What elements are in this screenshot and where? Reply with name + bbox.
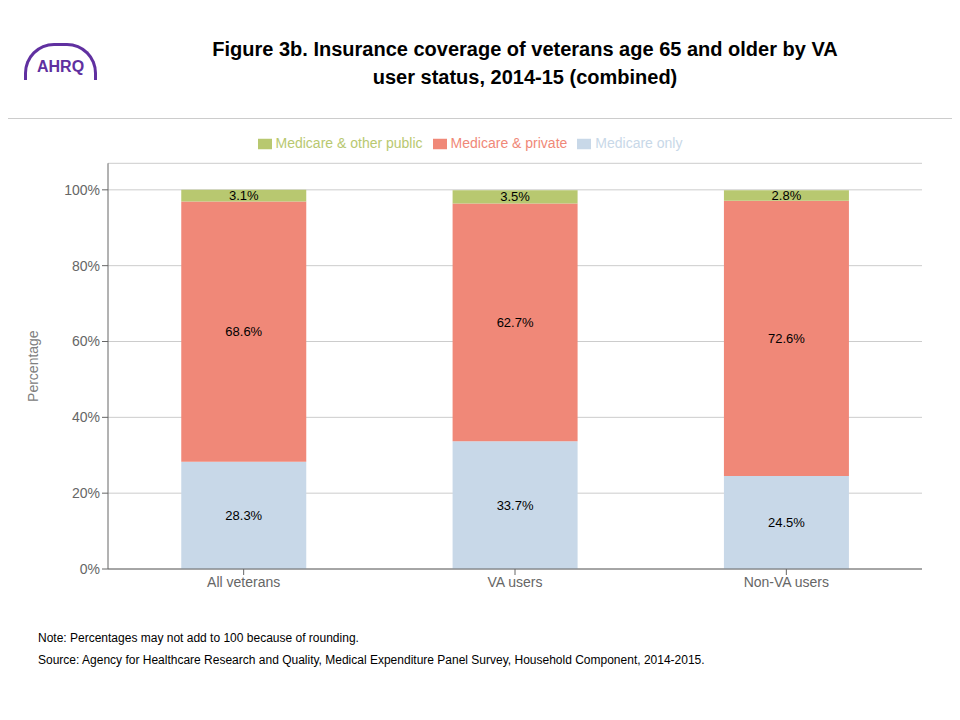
html-text:Medicare & private: Medicare & private	[450, 135, 568, 151]
svg-text:3.5%: 3.5%	[500, 189, 530, 204]
svg-text:68.6%: 68.6%	[225, 324, 262, 339]
svg-text:VA users: VA users	[488, 574, 543, 590]
svg-text:62.7%: 62.7%	[497, 315, 534, 330]
svg-text:20%: 20%	[72, 485, 100, 501]
html-text:Figure 3b. Insurance coverage: Figure 3b. Insurance coverage of veteran…	[212, 38, 838, 60]
svg-text:80%: 80%	[72, 258, 100, 274]
html-text:AHRQ: AHRQ	[37, 58, 85, 75]
html-text:Medicare only: Medicare only	[595, 135, 683, 151]
html-text:Source: Agency for Healthcare: Source: Agency for Healthcare Research a…	[38, 653, 705, 667]
svg-text:33.7%: 33.7%	[497, 498, 534, 513]
svg-text:All veterans: All veterans	[207, 574, 280, 590]
svg-text:0%: 0%	[80, 561, 100, 577]
svg-text:28.3%: 28.3%	[225, 508, 262, 523]
svg-text:3.1%: 3.1%	[229, 188, 259, 203]
svg-text:40%: 40%	[72, 409, 100, 425]
html-text:Medicare & other public: Medicare & other public	[275, 135, 423, 151]
svg-text:2.8%: 2.8%	[772, 188, 802, 203]
html-text:Note: Percentages may not add: Note: Percentages may not add to 100 bec…	[38, 631, 359, 645]
svg-text:24.5%: 24.5%	[768, 515, 805, 530]
svg-text:72.6%: 72.6%	[768, 331, 805, 346]
svg-text:Non-VA users: Non-VA users	[744, 574, 829, 590]
svg-text:Percentage: Percentage	[25, 330, 41, 402]
html-text:user status, 2014-15 (combined: user status, 2014-15 (combined)	[372, 66, 678, 88]
svg-text:60%: 60%	[72, 333, 100, 349]
svg-text:100%: 100%	[64, 182, 100, 198]
